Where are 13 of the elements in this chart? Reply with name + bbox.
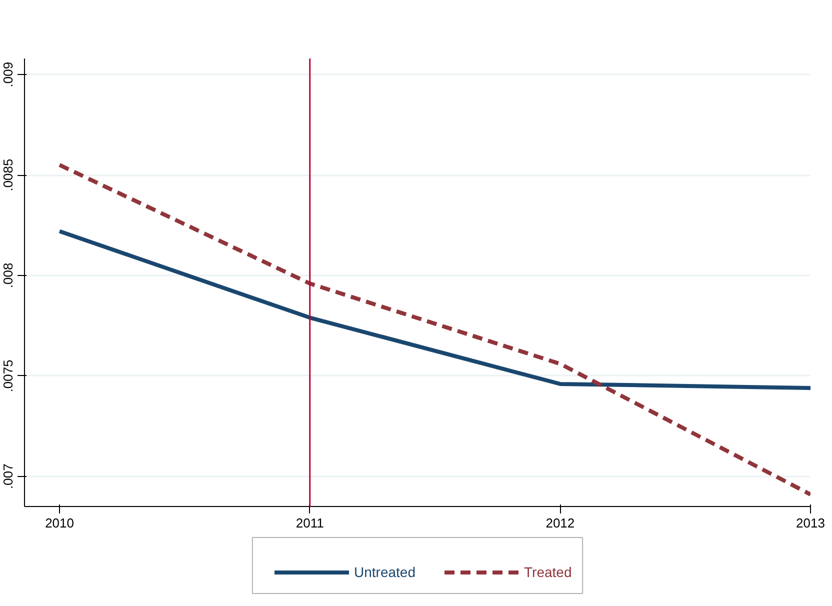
x-tick-label: 2012 — [546, 516, 575, 530]
x-tick-label: 2013 — [796, 516, 825, 530]
y-tick-label: .0075 — [0, 360, 16, 392]
line-series — [58, 162, 810, 496]
y-tick-label: .008 — [0, 262, 16, 288]
x-tick-label: 2010 — [45, 516, 74, 530]
line-series — [58, 229, 810, 390]
x-tick-label: 2011 — [296, 516, 324, 530]
y-tick-label: .007 — [0, 464, 16, 490]
text: Treated — [524, 564, 572, 580]
y-tick-label: .009 — [0, 62, 16, 88]
y-tick-label: .0085 — [0, 158, 16, 192]
text: Untreated — [354, 564, 416, 580]
